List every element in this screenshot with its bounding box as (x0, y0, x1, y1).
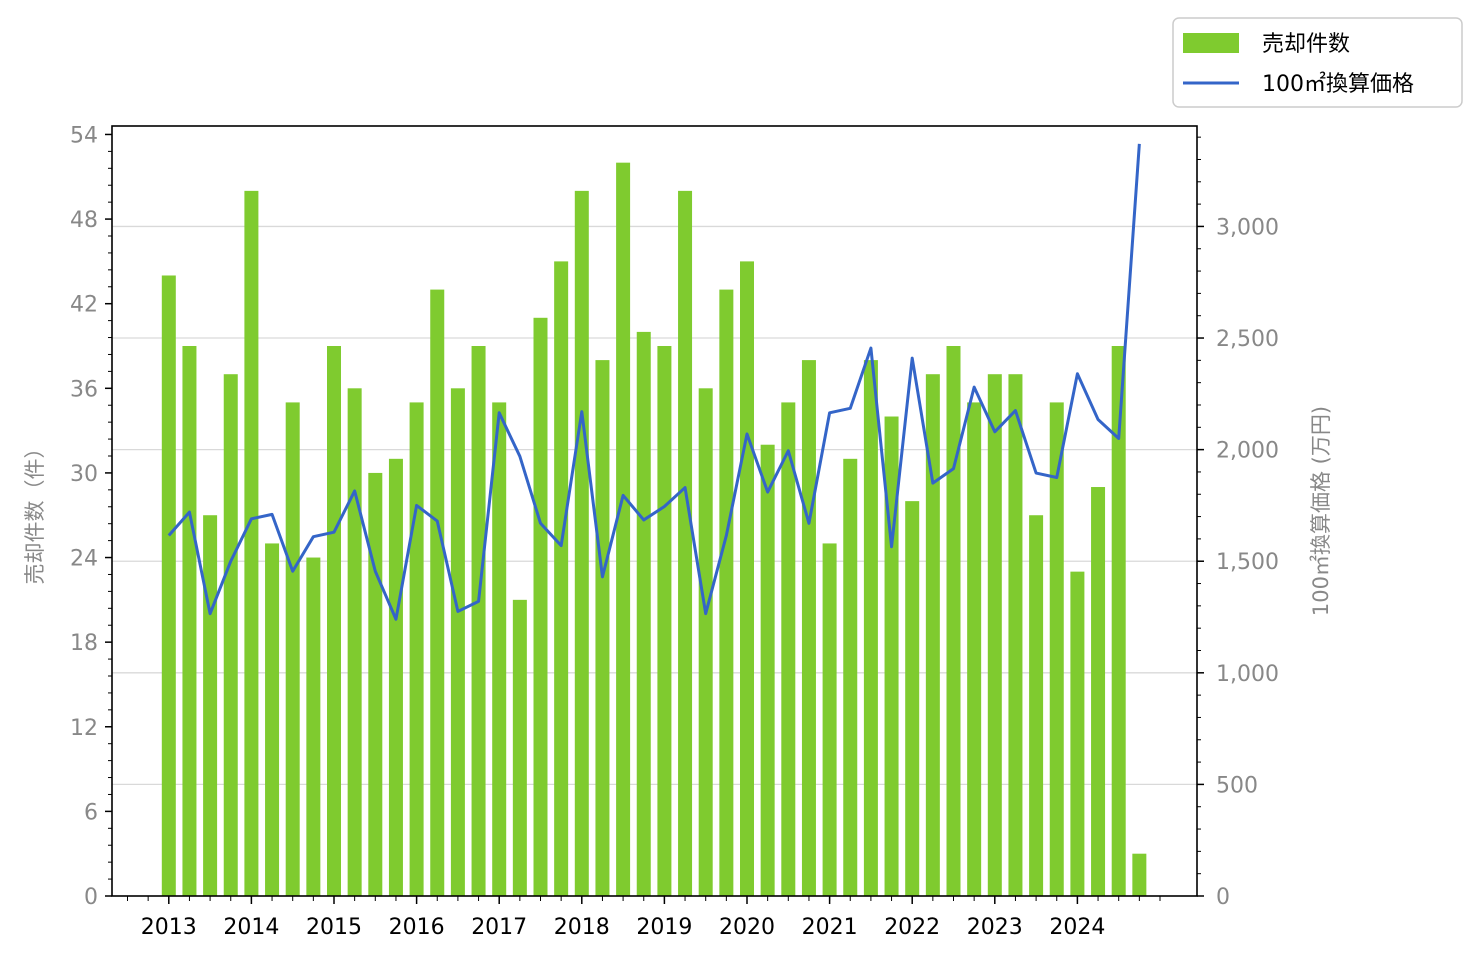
x-tick-label: 2024 (1049, 915, 1105, 940)
bar (430, 289, 445, 897)
bar (182, 346, 197, 896)
right-tick-label: 1,000 (1216, 662, 1279, 687)
legend-box (1172, 17, 1463, 108)
legend-bar-swatch (1183, 33, 1239, 53)
price-line (167, 143, 1141, 621)
left-tick-label: 30 (70, 462, 98, 487)
plot-frame (111, 125, 1198, 897)
left-tick-label: 18 (70, 631, 98, 656)
bar (719, 289, 734, 897)
legend-bar-label: 売却件数 (1262, 32, 1350, 57)
bar (1008, 374, 1023, 896)
bar (740, 261, 754, 896)
bar (512, 599, 527, 896)
x-tick-label: 2019 (636, 915, 692, 940)
bar (946, 346, 961, 896)
bar (368, 472, 383, 896)
x-tick-label: 2015 (306, 915, 362, 940)
bar (987, 374, 1002, 896)
x-tick-label: 2016 (389, 915, 445, 940)
right-tick-label: 0 (1216, 885, 1230, 910)
x-tick-label: 2021 (802, 915, 858, 940)
left-tick-label: 6 (84, 800, 98, 825)
right-tick-label: 2,000 (1216, 439, 1279, 464)
bar (388, 458, 403, 896)
x-tick-label: 2023 (967, 915, 1023, 940)
left-axis: 0 6 12 18 24 30 36 42 48 54 (70, 123, 112, 910)
bar (492, 402, 507, 896)
legend-line-label: 100㎡換算価格 (1262, 71, 1414, 97)
bar (161, 275, 176, 896)
bar (1070, 571, 1085, 896)
left-tick-label: 12 (70, 716, 98, 741)
left-axis-title: 売却件数（件） (23, 438, 47, 585)
bar (1111, 346, 1126, 896)
bar (1029, 515, 1044, 896)
bar (616, 162, 631, 896)
x-axis: 2013 2014 2015 2016 2017 2018 2019 2020 2021 2022… (127, 896, 1161, 940)
bar (884, 416, 899, 896)
bar (781, 402, 796, 896)
bar (801, 360, 816, 897)
bar (843, 458, 858, 896)
bar (450, 388, 465, 896)
right-tick-label: 2,500 (1216, 327, 1279, 352)
bar (595, 360, 610, 897)
x-tick-label: 2013 (141, 915, 197, 940)
bar (574, 190, 589, 896)
bar (244, 190, 259, 896)
bar (203, 515, 218, 896)
bar (409, 402, 424, 896)
bar (678, 190, 693, 896)
x-tick-label: 2022 (884, 915, 940, 940)
bar (265, 543, 280, 896)
x-tick-label: 2014 (223, 915, 279, 940)
right-axis-title: 100㎡換算価格 (万円) (1309, 406, 1333, 616)
right-tick-label: 1,500 (1216, 550, 1279, 575)
bar (306, 557, 321, 896)
left-tick-label: 48 (70, 208, 98, 233)
bar (636, 331, 651, 896)
bar (285, 402, 300, 896)
bar (822, 543, 837, 896)
bar (925, 374, 940, 896)
right-tick-label: 500 (1216, 773, 1258, 798)
bar (698, 388, 713, 896)
right-tick-label: 3,000 (1216, 215, 1279, 240)
x-tick-label: 2017 (471, 915, 527, 940)
bar (327, 346, 341, 896)
right-axis: 0 500 1,000 1,500 2,000 2,500 3,000 (1197, 136, 1279, 910)
left-tick-label: 36 (70, 377, 98, 402)
bar (1049, 402, 1064, 896)
bar (967, 402, 982, 896)
legend: 売却件数 100㎡換算価格 (1172, 17, 1463, 108)
x-tick-label: 2020 (719, 915, 775, 940)
bar (554, 261, 569, 896)
bar (657, 346, 672, 896)
bar (760, 444, 775, 896)
bar (1091, 487, 1106, 896)
bar (533, 317, 548, 896)
left-tick-label: 0 (84, 885, 98, 910)
bar (471, 346, 486, 896)
left-tick-label: 42 (70, 293, 98, 318)
bar (1132, 853, 1147, 896)
bar (905, 501, 920, 896)
bar (347, 388, 362, 896)
bar-series (161, 162, 1147, 897)
x-tick-label: 2018 (554, 915, 610, 940)
line-series (167, 143, 1141, 621)
bar (863, 360, 878, 897)
bar (223, 374, 238, 896)
left-tick-label: 24 (70, 547, 98, 572)
left-tick-label: 54 (70, 123, 98, 148)
